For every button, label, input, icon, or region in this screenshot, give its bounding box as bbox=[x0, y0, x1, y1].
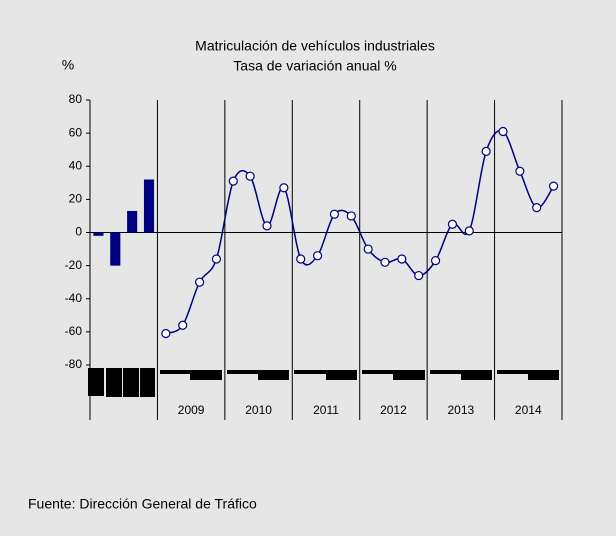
marker bbox=[363, 244, 373, 254]
bar bbox=[110, 232, 121, 266]
y-tick-label: 60 bbox=[69, 125, 83, 139]
y-tick-label: -80 bbox=[65, 357, 83, 371]
y-tick-label: -20 bbox=[65, 258, 83, 272]
group-label: 2013 bbox=[448, 403, 475, 417]
y-tick-label: 80 bbox=[69, 92, 83, 106]
chart-subtitle: Tasa de variación anual % bbox=[233, 58, 396, 74]
marker bbox=[498, 126, 508, 137]
marker bbox=[380, 257, 390, 267]
y-tick-label: 0 bbox=[75, 225, 82, 239]
marker bbox=[414, 270, 424, 281]
group-label: 2011 bbox=[313, 403, 339, 417]
bar bbox=[143, 179, 155, 233]
marker bbox=[481, 146, 491, 156]
axis-label-artifacts bbox=[88, 368, 559, 397]
y-tick-label: 20 bbox=[69, 192, 83, 206]
marker bbox=[178, 320, 188, 330]
source: Fuente: Dirección General de Tráfico bbox=[28, 496, 257, 512]
marker bbox=[548, 181, 559, 191]
marker bbox=[194, 277, 205, 287]
marker bbox=[296, 254, 306, 264]
marker bbox=[515, 166, 525, 176]
y-tick-label: -40 bbox=[65, 291, 83, 305]
group-label: 2012 bbox=[380, 403, 407, 417]
marker bbox=[464, 226, 474, 236]
marker bbox=[228, 176, 238, 186]
group-label: 2009 bbox=[178, 403, 205, 417]
bar bbox=[93, 232, 104, 236]
bar bbox=[127, 210, 138, 233]
marker bbox=[532, 203, 542, 213]
marker bbox=[279, 183, 289, 193]
chart-title: Matriculación de vehículos industriales bbox=[195, 38, 435, 54]
marker bbox=[430, 256, 441, 266]
y-axis-label: % bbox=[62, 57, 74, 73]
marker bbox=[447, 219, 458, 229]
y-tick-label: 40 bbox=[69, 158, 83, 172]
marker bbox=[397, 254, 407, 264]
marker bbox=[161, 328, 171, 339]
marker bbox=[262, 221, 272, 231]
marker bbox=[245, 171, 255, 181]
y-tick-label: -60 bbox=[65, 324, 83, 338]
marker bbox=[312, 251, 323, 261]
marker bbox=[211, 254, 222, 264]
group-label: 2014 bbox=[515, 403, 542, 417]
marker bbox=[329, 209, 340, 219]
group-label: 2010 bbox=[245, 403, 272, 417]
marker bbox=[346, 211, 356, 221]
